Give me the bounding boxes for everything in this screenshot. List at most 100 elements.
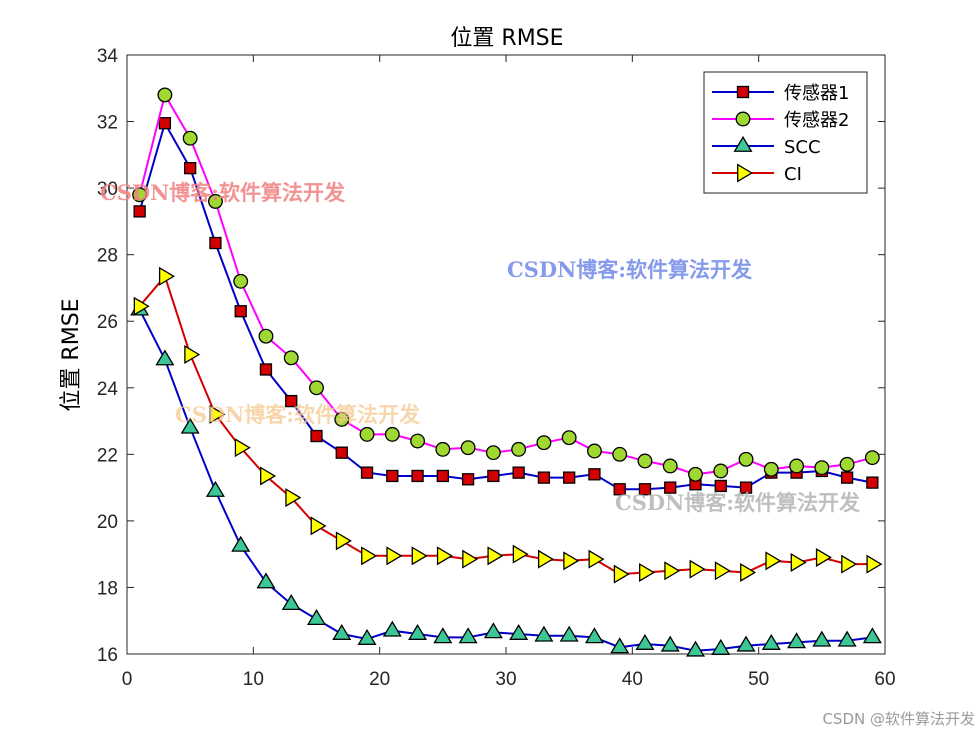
data-point [384, 426, 400, 442]
data-point [386, 469, 399, 483]
data-point [182, 130, 198, 146]
series-layer [130, 87, 883, 657]
legend: 传感器1 传感器2 SCC CI [703, 71, 868, 194]
data-point [739, 481, 753, 494]
data-point [382, 620, 402, 637]
data-point [738, 451, 754, 467]
data-point [184, 344, 201, 365]
data-point [866, 554, 883, 574]
data-point [485, 445, 501, 461]
watermark-4: CSDN博客:软件算法开发 [615, 490, 861, 515]
data-point [357, 628, 377, 645]
series-3 [130, 299, 882, 657]
data-point [839, 456, 855, 472]
x-tick-label: 20 [369, 669, 390, 690]
y-tick-label: 24 [97, 379, 119, 400]
data-point [180, 417, 200, 434]
data-point [635, 633, 655, 650]
data-point [561, 430, 577, 446]
y-tick-label: 18 [97, 578, 118, 599]
data-point [460, 440, 476, 456]
data-point [487, 469, 500, 483]
data-point [639, 562, 656, 582]
data-point [638, 483, 652, 496]
data-point [461, 473, 475, 486]
data-point [537, 549, 554, 569]
data-point [487, 546, 504, 566]
data-point [158, 266, 175, 286]
data-point [306, 608, 327, 625]
y-tick-label: 30 [97, 179, 118, 200]
y-tick-label: 28 [97, 246, 118, 267]
watermark-2: CSDN博客:软件算法开发 [507, 257, 753, 282]
data-point [610, 637, 630, 654]
data-point [790, 552, 807, 572]
data-point [359, 426, 375, 442]
data-point [511, 441, 527, 457]
data-point [864, 450, 880, 466]
data-point [233, 273, 249, 289]
data-point [866, 476, 879, 489]
legend-marker [737, 163, 754, 183]
data-point [736, 635, 756, 652]
x-tick-label: 60 [874, 669, 895, 690]
data-point [862, 627, 882, 644]
data-point [411, 469, 424, 483]
axis-ticks: 0 10 20 30 40 50 60 16 18 20 22 24 26 28 30 32 34 [97, 46, 896, 690]
data-point [410, 433, 426, 449]
legend-marker [735, 111, 751, 127]
data-point [157, 87, 173, 103]
series-4 [133, 266, 883, 584]
data-point [815, 547, 832, 567]
data-point [285, 394, 298, 408]
data-point [205, 480, 225, 497]
data-point [155, 349, 175, 366]
y-tick-label: 26 [97, 312, 118, 333]
x-tick-label: 40 [622, 669, 643, 690]
data-point [660, 635, 680, 652]
data-point [685, 640, 706, 657]
data-point [408, 623, 428, 640]
x-tick-label: 0 [122, 669, 133, 690]
data-point [837, 630, 857, 647]
data-point [563, 471, 576, 484]
legend-item: 传感器1 [712, 83, 849, 104]
data-point [483, 622, 503, 639]
chart-title: 位置 RMSE [450, 26, 563, 51]
data-point [335, 446, 348, 459]
data-point [559, 625, 579, 642]
data-point [714, 561, 731, 581]
data-point [711, 638, 731, 655]
watermark-layer: CSDN博客:软件算法开发 CSDN博客:软件算法开发 CSDN博客:软件算法开… [100, 180, 975, 728]
watermark-1: CSDN博客:软件算法开发 [100, 180, 346, 205]
watermark-corner: CSDN @软件算法开发 [822, 710, 975, 728]
data-point [714, 479, 727, 493]
data-point [335, 531, 352, 551]
series-1 [133, 117, 879, 496]
data-point [209, 236, 222, 250]
data-point [534, 625, 554, 642]
data-point [458, 627, 478, 644]
data-point [689, 559, 706, 579]
data-point [386, 546, 403, 566]
data-point [637, 453, 653, 469]
y-tick-label: 32 [97, 113, 118, 134]
legend-item: SCC [712, 135, 821, 158]
data-point [563, 551, 580, 571]
data-point [207, 193, 223, 209]
legend-item: CI [712, 163, 802, 185]
data-point [209, 404, 226, 424]
data-point [281, 594, 301, 611]
data-point [509, 623, 529, 640]
data-point [814, 460, 830, 476]
data-point [133, 296, 150, 316]
data-point [231, 535, 251, 552]
data-point [256, 572, 276, 589]
data-point [361, 546, 378, 566]
data-point [664, 481, 677, 494]
data-point [433, 627, 453, 644]
data-point [310, 516, 327, 536]
data-point [258, 328, 274, 344]
x-tick-label: 30 [495, 669, 516, 690]
